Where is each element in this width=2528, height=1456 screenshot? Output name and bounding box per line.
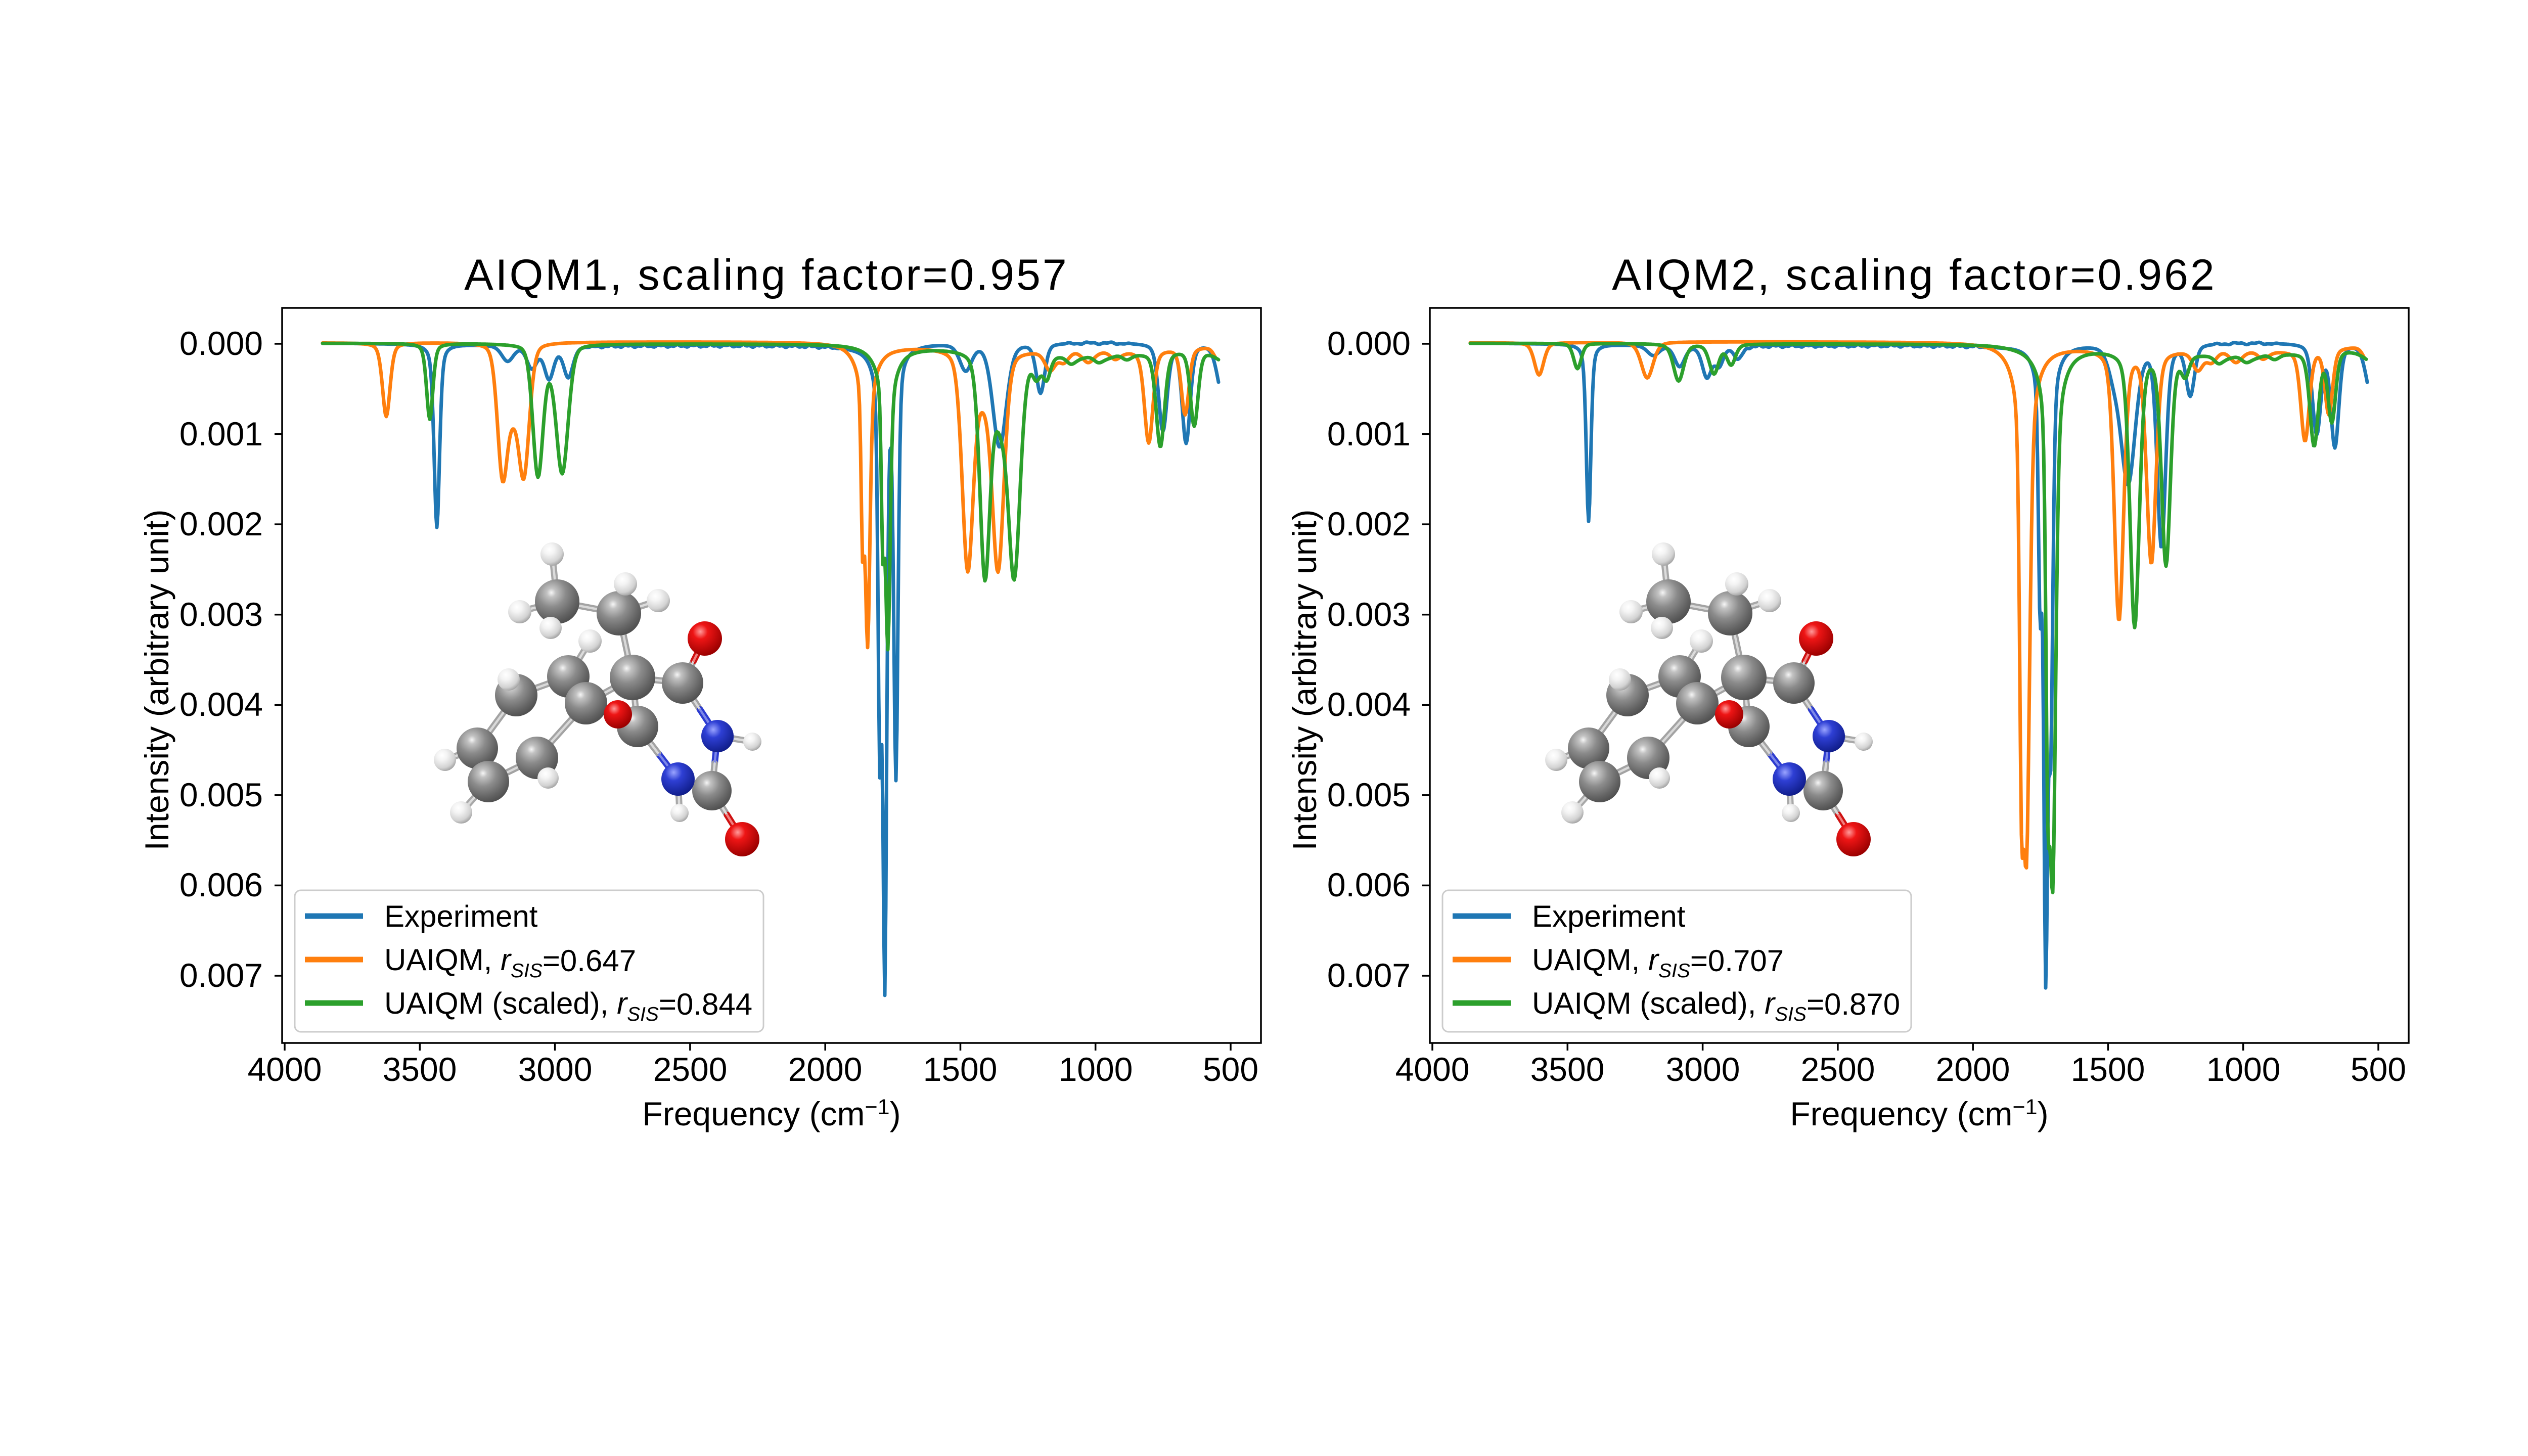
- svg-text:2000: 2000: [788, 1051, 863, 1088]
- svg-text:1500: 1500: [2071, 1051, 2145, 1088]
- svg-text:0.001: 0.001: [1327, 415, 1411, 452]
- svg-text:3000: 3000: [518, 1051, 593, 1088]
- svg-text:4000: 4000: [1395, 1051, 1470, 1088]
- svg-text:500: 500: [1203, 1051, 1258, 1088]
- svg-text:2500: 2500: [653, 1051, 728, 1088]
- svg-text:3500: 3500: [1530, 1051, 1605, 1088]
- svg-text:2000: 2000: [1936, 1051, 2010, 1088]
- svg-text:UAIQM, rSIS=0.707: UAIQM, rSIS=0.707: [1532, 943, 1784, 982]
- svg-text:Intensity (arbitrary unit): Intensity (arbitrary unit): [1286, 510, 1323, 851]
- svg-text:0.001: 0.001: [179, 415, 263, 452]
- svg-text:Intensity (arbitrary unit): Intensity (arbitrary unit): [138, 510, 175, 851]
- svg-text:0.004: 0.004: [1327, 686, 1411, 723]
- svg-text:1500: 1500: [923, 1051, 998, 1088]
- svg-text:AIQM1, scaling factor=0.957: AIQM1, scaling factor=0.957: [464, 251, 1069, 299]
- svg-text:0.004: 0.004: [179, 686, 263, 723]
- svg-text:0.003: 0.003: [179, 596, 263, 633]
- svg-text:0.000: 0.000: [179, 325, 263, 362]
- svg-text:0.000: 0.000: [1327, 325, 1411, 362]
- svg-text:500: 500: [2351, 1051, 2406, 1088]
- svg-text:1000: 1000: [1059, 1051, 1133, 1088]
- svg-text:0.007: 0.007: [179, 957, 263, 994]
- svg-text:0.005: 0.005: [179, 776, 263, 813]
- svg-text:3000: 3000: [1666, 1051, 1740, 1088]
- svg-text:0.003: 0.003: [1327, 596, 1411, 633]
- svg-text:4000: 4000: [248, 1051, 322, 1088]
- svg-text:0.002: 0.002: [179, 505, 263, 542]
- svg-text:1000: 1000: [2206, 1051, 2281, 1088]
- svg-text:0.007: 0.007: [1327, 957, 1411, 994]
- svg-text:UAIQM, rSIS=0.647: UAIQM, rSIS=0.647: [384, 943, 636, 982]
- svg-text:0.006: 0.006: [179, 866, 263, 903]
- svg-text:0.002: 0.002: [1327, 505, 1411, 542]
- svg-text:0.006: 0.006: [1327, 866, 1411, 903]
- svg-text:Experiment: Experiment: [384, 899, 538, 933]
- svg-text:Frequency (cm−1): Frequency (cm−1): [642, 1095, 900, 1132]
- svg-text:Frequency (cm−1): Frequency (cm−1): [1790, 1095, 2048, 1132]
- svg-text:3500: 3500: [383, 1051, 457, 1088]
- svg-text:0.005: 0.005: [1327, 776, 1411, 813]
- svg-text:UAIQM (scaled), rSIS=0.844: UAIQM (scaled), rSIS=0.844: [384, 986, 752, 1025]
- svg-text:UAIQM (scaled), rSIS=0.870: UAIQM (scaled), rSIS=0.870: [1532, 986, 1900, 1025]
- svg-text:Experiment: Experiment: [1532, 899, 1686, 933]
- svg-text:AIQM2, scaling factor=0.962: AIQM2, scaling factor=0.962: [1612, 251, 2217, 299]
- svg-text:2500: 2500: [1801, 1051, 1875, 1088]
